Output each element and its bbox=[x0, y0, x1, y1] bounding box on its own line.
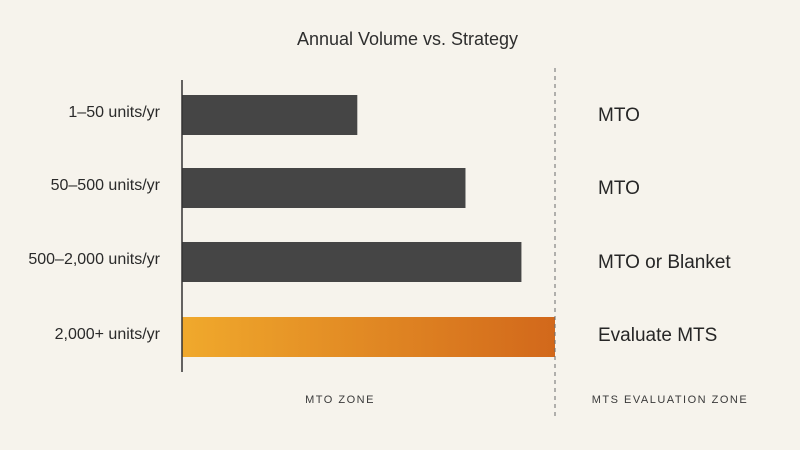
strategy-label-1: MTO bbox=[598, 105, 640, 126]
bar-1 bbox=[182, 95, 358, 135]
strategy-label-2: MTO bbox=[598, 178, 640, 199]
bar-4 bbox=[182, 317, 555, 357]
category-label-1: 1–50 units/yr bbox=[68, 104, 160, 121]
mto-zone-label: MTO ZONE bbox=[305, 394, 375, 406]
category-label-2: 50–500 units/yr bbox=[50, 177, 160, 194]
category-label-4: 2,000+ units/yr bbox=[54, 326, 160, 343]
strategy-label-3: MTO or Blanket bbox=[598, 252, 731, 273]
bar-2 bbox=[182, 168, 466, 208]
strategy-label-4: Evaluate MTS bbox=[598, 325, 718, 346]
mts-zone-label: MTS EVALUATION ZONE bbox=[591, 394, 749, 406]
chart-title: Annual Volume vs. Strategy bbox=[296, 29, 519, 49]
category-label-3: 500–2,000 units/yr bbox=[28, 251, 160, 268]
bar-3 bbox=[182, 242, 522, 282]
